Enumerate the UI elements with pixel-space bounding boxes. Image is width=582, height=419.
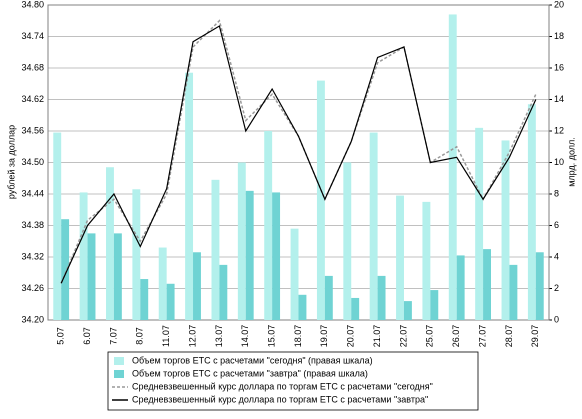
- bar: [237, 162, 246, 320]
- line: [60, 25, 537, 284]
- y2-tick-label: 20: [554, 0, 564, 9]
- x-tick-label: 29.07: [530, 325, 540, 348]
- bar: [298, 294, 307, 320]
- y-tick-label: 34.68: [21, 62, 44, 72]
- bar: [475, 127, 484, 320]
- legend-label: Объем торгов ЕТС с расчетами "завтра" (п…: [132, 368, 368, 378]
- y2-tick-label: 2: [554, 283, 559, 293]
- x-tick-label: 18.07: [293, 325, 303, 348]
- bar: [166, 283, 175, 320]
- y-tick-label: 34.44: [21, 188, 44, 198]
- y-tick-label: 34.32: [21, 251, 44, 261]
- bar: [211, 179, 220, 320]
- bar: [264, 131, 273, 320]
- y-tick-label: 34.26: [21, 283, 44, 293]
- bar: [219, 264, 228, 320]
- bar: [290, 228, 299, 320]
- bar: [132, 189, 141, 320]
- legend-box: [107, 351, 479, 411]
- bar: [87, 233, 96, 320]
- bar: [430, 290, 439, 320]
- bar: [61, 219, 70, 320]
- y2-tick-label: 0: [554, 314, 559, 324]
- bar: [316, 80, 325, 320]
- bar: [193, 252, 201, 320]
- legend-label: Средневзвешенный курс доллара по торгам …: [132, 381, 433, 391]
- x-tick-label: 14.07: [240, 325, 250, 348]
- y-tick-label: 34.38: [21, 220, 44, 230]
- x-tick-label: 22.07: [398, 325, 408, 348]
- bar: [324, 275, 333, 320]
- bar: [185, 72, 194, 320]
- x-tick-label: 27.07: [477, 325, 487, 348]
- bar: [422, 201, 431, 320]
- y-axis-title: рублей за доллар: [6, 125, 16, 199]
- legend-label: Объем торгов ЕТС с расчетами "сегодня" (…: [132, 355, 373, 365]
- y-tick-label: 34.62: [21, 94, 44, 104]
- x-tick-label: 20.07: [346, 325, 356, 348]
- bar: [140, 279, 149, 320]
- legend-swatch: [114, 357, 124, 365]
- x-tick-label: 25.07: [425, 325, 435, 348]
- bar: [509, 264, 518, 320]
- bar: [343, 162, 352, 320]
- bar: [483, 249, 491, 320]
- bar: [527, 104, 536, 320]
- y-tick-label: 34.20: [21, 314, 44, 324]
- x-tick-label: 26.07: [451, 325, 461, 348]
- x-tick-label: 5.07: [56, 327, 66, 345]
- y2-axis-title: млрд. долл.: [566, 137, 576, 187]
- y2-tick-label: 16: [554, 62, 564, 72]
- y2-tick-label: 18: [554, 31, 564, 41]
- legend-label: Средневзвешенный курс доллара по торгам …: [132, 394, 428, 404]
- bar: [272, 192, 281, 320]
- x-tick-label: 21.07: [372, 325, 382, 348]
- x-tick-label: 12.07: [187, 325, 197, 348]
- bar: [456, 255, 465, 320]
- y-tick-label: 34.56: [21, 125, 44, 135]
- x-tick-label: 28.07: [504, 325, 514, 348]
- bar: [158, 247, 167, 320]
- x-tick-label: 19.07: [319, 325, 329, 348]
- bar: [369, 132, 378, 320]
- bar: [403, 301, 412, 320]
- bar: [53, 132, 62, 320]
- x-tick-label: 6.07: [82, 327, 92, 345]
- x-tick-label: 15.07: [267, 325, 277, 348]
- y2-tick-label: 6: [554, 220, 559, 230]
- x-tick-label: 11.07: [161, 325, 171, 347]
- bar: [351, 297, 360, 320]
- bar: [501, 140, 510, 320]
- bar: [396, 195, 404, 320]
- y2-tick-label: 12: [554, 125, 564, 135]
- y2-tick-label: 10: [554, 157, 564, 167]
- y-tick-label: 34.74: [21, 31, 44, 41]
- y2-tick-label: 4: [554, 251, 559, 261]
- y-tick-label: 34.50: [21, 157, 44, 167]
- legend-swatch: [114, 370, 124, 378]
- y-tick-label: 34.80: [21, 0, 44, 9]
- bar: [245, 190, 254, 320]
- bar: [535, 252, 544, 320]
- bar: [79, 192, 88, 320]
- bar: [377, 275, 386, 320]
- x-tick-label: 13.07: [214, 325, 224, 348]
- y2-tick-label: 8: [554, 188, 559, 198]
- x-tick-label: 7.07: [108, 327, 118, 345]
- bar: [113, 233, 122, 320]
- bar: [106, 167, 114, 320]
- x-tick-label: 8.07: [135, 327, 145, 345]
- bar: [448, 14, 457, 320]
- y2-tick-label: 14: [554, 94, 564, 104]
